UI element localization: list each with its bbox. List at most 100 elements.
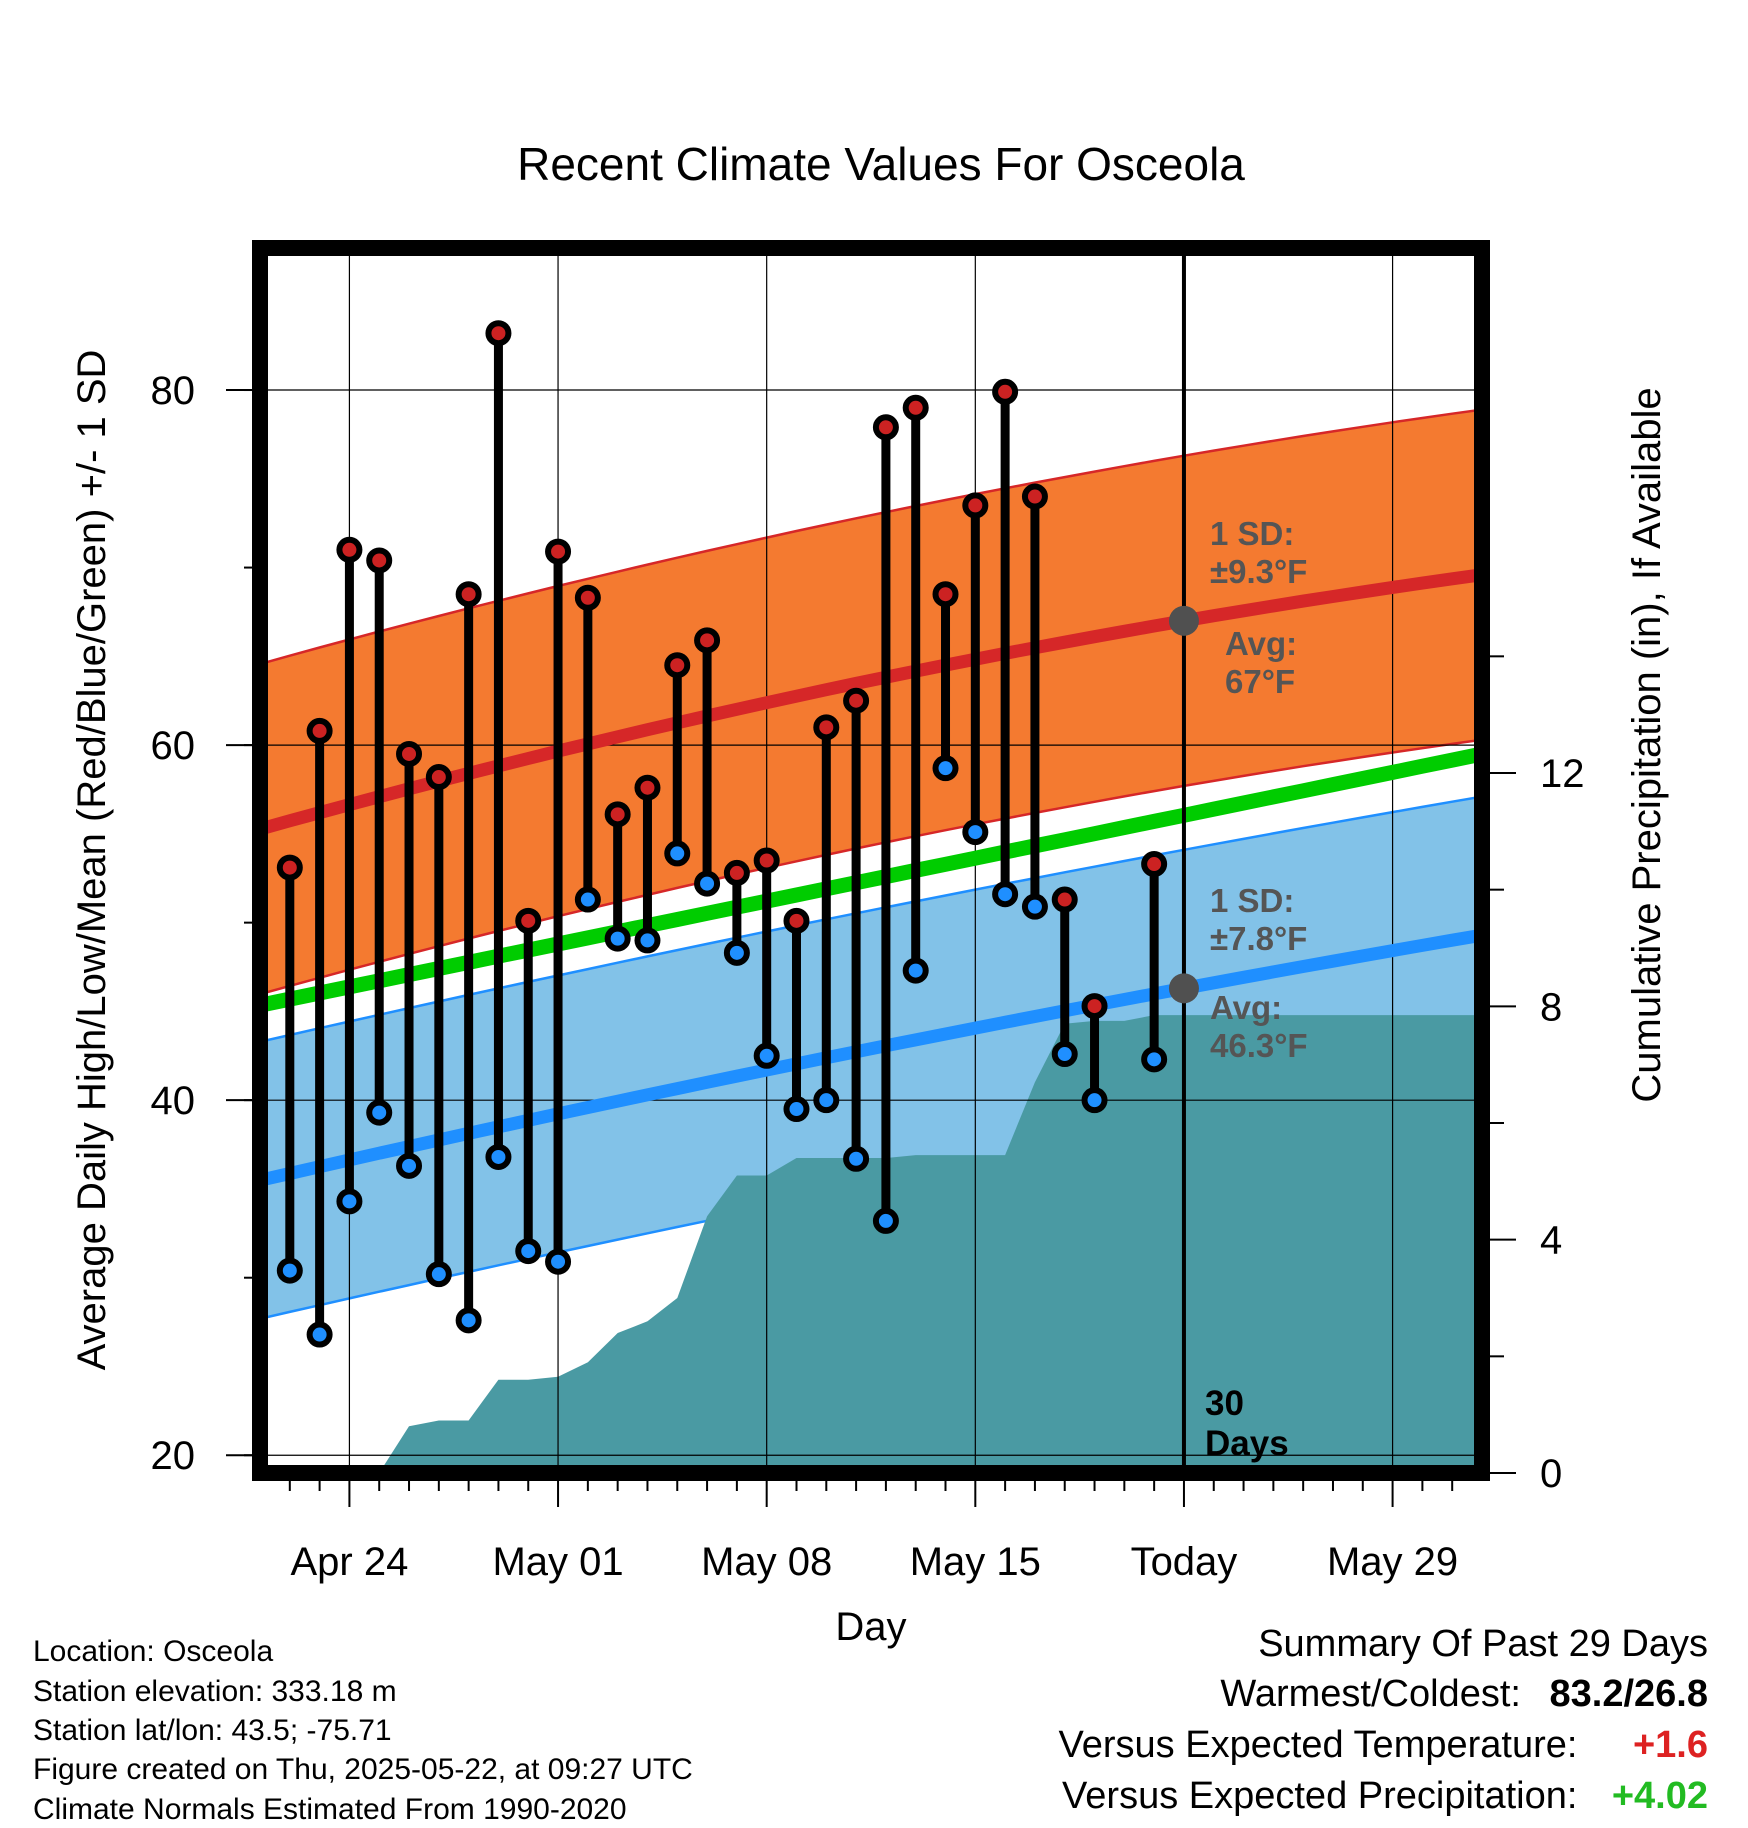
daily-high-point bbox=[872, 414, 899, 441]
x-tick-label: May 15 bbox=[910, 1540, 1041, 1584]
temperature-label: Versus Expected Temperature: bbox=[1058, 1724, 1578, 1766]
summary-title: Summary Of Past 29 Days bbox=[1258, 1623, 1708, 1665]
summary-precipitation: Versus Expected Precipitation: +4.02 bbox=[1062, 1775, 1708, 1818]
high-sd-annotation-line: 1 SD: bbox=[1210, 515, 1294, 552]
warmest-coldest-label: Warmest/Coldest: bbox=[1220, 1673, 1521, 1715]
daily-high-point bbox=[962, 492, 989, 519]
normal-low-line bbox=[260, 928, 1482, 1187]
daily-high-point bbox=[723, 859, 750, 886]
days-annotation: 30 Days bbox=[1205, 1384, 1289, 1463]
daily-low-point bbox=[813, 1087, 840, 1114]
plot-area bbox=[260, 248, 1482, 1473]
daily-low-point bbox=[306, 1321, 333, 1348]
daily-high-point bbox=[604, 801, 631, 828]
daily-high-point bbox=[515, 907, 542, 934]
temperature-value: +1.6 bbox=[1632, 1724, 1708, 1766]
precip-area bbox=[349, 1015, 1482, 1473]
daily-low-point bbox=[604, 925, 631, 952]
daily-high-point bbox=[753, 847, 780, 874]
x-tick-label: May 08 bbox=[701, 1540, 832, 1584]
daily-low-point bbox=[902, 957, 929, 984]
daily-low-point bbox=[1141, 1046, 1168, 1073]
normal-high-line bbox=[260, 568, 1482, 836]
high-avg-dot bbox=[1168, 605, 1199, 636]
daily-high-point bbox=[366, 547, 393, 574]
elevation-text: Station elevation: 333.18 m bbox=[33, 1675, 397, 1708]
daily-low-point bbox=[336, 1188, 363, 1215]
days-annotation-line: 30 bbox=[1205, 1384, 1244, 1423]
daily-high-point bbox=[813, 714, 840, 741]
daily-high-point bbox=[455, 581, 482, 608]
low-sd-annotation-line: ±7.8°F bbox=[1210, 920, 1307, 957]
daily-high-point bbox=[485, 320, 512, 347]
daily-low-point bbox=[574, 886, 601, 913]
summary-warmest-coldest: Warmest/Coldest: 83.2/26.8 bbox=[1220, 1673, 1708, 1716]
low-avg-annotation-line: 46.3°F bbox=[1210, 1027, 1308, 1064]
daily-high-point bbox=[306, 717, 333, 744]
daily-high-point bbox=[1051, 886, 1078, 913]
daily-high-point bbox=[634, 774, 661, 801]
y-tick-label: 40 bbox=[151, 1079, 196, 1123]
daily-low-point bbox=[783, 1096, 810, 1123]
low-sd-annotation-line: 1 SD: bbox=[1210, 882, 1294, 919]
daily-low-point bbox=[396, 1152, 423, 1179]
summary-temperature: Versus Expected Temperature: +1.6 bbox=[1059, 1724, 1708, 1767]
y2-tick-label: 8 bbox=[1540, 985, 1562, 1029]
location-text: Location: Osceola bbox=[33, 1635, 274, 1668]
high-sd-upper-edge bbox=[260, 408, 1482, 666]
daily-low-point bbox=[723, 939, 750, 966]
x-tick-label: May 01 bbox=[492, 1540, 623, 1584]
daily-high-point bbox=[694, 627, 721, 654]
daily-low-point bbox=[962, 819, 989, 846]
normal-mean-line bbox=[260, 746, 1482, 1013]
daily-low-point bbox=[485, 1143, 512, 1170]
low-avg-annotation-line: Avg: bbox=[1210, 989, 1282, 1026]
daily-high-point bbox=[783, 907, 810, 934]
created-text: Figure created on Thu, 2025-05-22, at 09… bbox=[33, 1753, 693, 1786]
daily-high-point bbox=[425, 764, 452, 791]
daily-low-point bbox=[694, 870, 721, 897]
daily-low-point bbox=[366, 1099, 393, 1126]
high-avg-annotation-line: Avg: bbox=[1225, 625, 1297, 662]
chart-title: Recent Climate Values For Osceola bbox=[517, 138, 1245, 190]
daily-low-point bbox=[1021, 893, 1048, 920]
daily-high-point bbox=[932, 581, 959, 608]
y2-tick-label: 4 bbox=[1540, 1219, 1562, 1263]
low-avg-dot bbox=[1168, 973, 1199, 1004]
high-avg-annotation: Avg: 67°F bbox=[1225, 625, 1297, 700]
precipitation-value: +4.02 bbox=[1611, 1775, 1708, 1817]
low-sd-annotation: 1 SD: ±7.8°F bbox=[1210, 882, 1307, 957]
daily-low-point bbox=[1081, 1087, 1108, 1114]
daily-low-point bbox=[932, 755, 959, 782]
low-sd-upper-edge bbox=[260, 795, 1482, 1044]
daily-low-point bbox=[843, 1145, 870, 1172]
y-tick-label: 80 bbox=[151, 369, 196, 413]
daily-high-point bbox=[1021, 483, 1048, 510]
daily-low-point bbox=[753, 1042, 780, 1069]
days-annotation-line: Days bbox=[1205, 1424, 1289, 1463]
daily-high-point bbox=[992, 378, 1019, 405]
daily-low-point bbox=[545, 1248, 572, 1275]
daily-low-point bbox=[1051, 1041, 1078, 1068]
x-axis-label: Day bbox=[835, 1605, 906, 1649]
daily-high-point bbox=[664, 652, 691, 679]
daily-high-point bbox=[396, 740, 423, 767]
daily-high-point bbox=[1081, 993, 1108, 1020]
daily-high-point bbox=[276, 854, 303, 881]
daily-high-point bbox=[902, 394, 929, 421]
daily-low-point bbox=[664, 840, 691, 867]
high-sd-annotation-line: ±9.3°F bbox=[1210, 553, 1307, 590]
x-tick-label: May 29 bbox=[1327, 1540, 1458, 1584]
low-avg-annotation: Avg: 46.3°F bbox=[1210, 989, 1308, 1064]
daily-high-point bbox=[545, 538, 572, 565]
daily-low-point bbox=[634, 927, 661, 954]
daily-low-point bbox=[455, 1307, 482, 1334]
y2-tick-label: 12 bbox=[1540, 752, 1585, 796]
x-tick-label: Today bbox=[1131, 1540, 1238, 1584]
high-sd-lower-edge bbox=[260, 738, 1482, 996]
x-tick-label: Apr 24 bbox=[290, 1540, 408, 1584]
y-axis-label: Average Daily High/Low/Mean (Red/Blue/Gr… bbox=[70, 350, 114, 1371]
high-sd-band bbox=[260, 409, 1482, 995]
daily-low-point bbox=[425, 1261, 452, 1288]
